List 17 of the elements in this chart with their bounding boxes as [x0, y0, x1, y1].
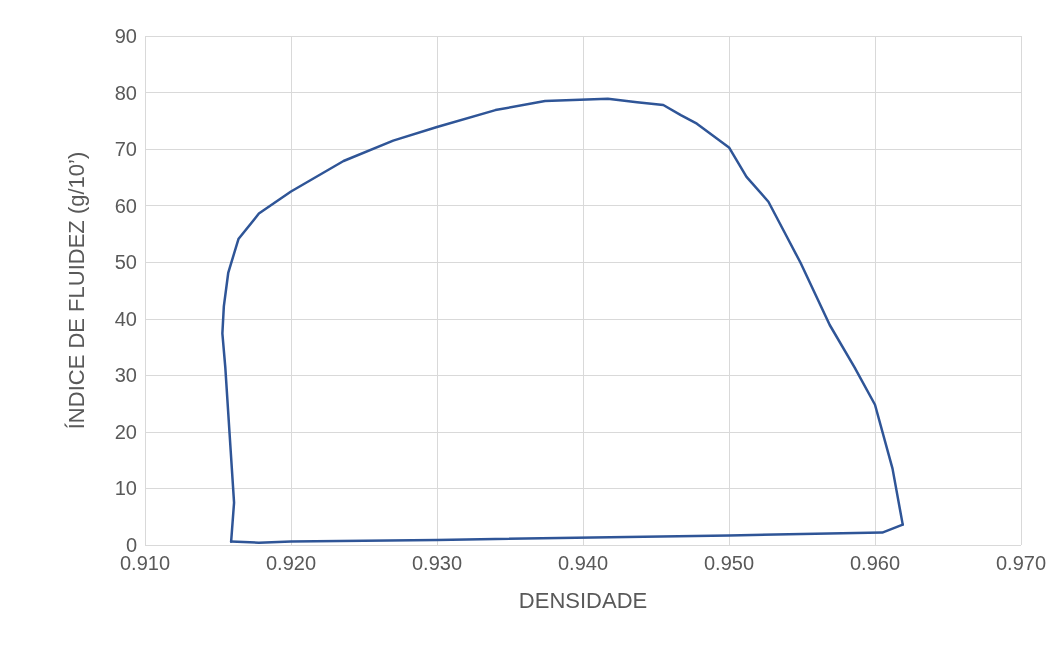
y-tick-label: 10	[114, 477, 137, 500]
y-tick-label: 30	[114, 364, 137, 387]
y-tick-label: 70	[114, 138, 137, 161]
x-tick-label: 0.970	[995, 552, 1047, 574]
y-tick-label: 20	[114, 420, 137, 443]
y-tick-label: 90	[114, 25, 137, 47]
x-tick-label: 0.940	[557, 552, 609, 574]
y-tick-label: 40	[114, 307, 137, 330]
x-axis-title: DENSIDADE	[518, 587, 648, 613]
x-tick-label: 0.920	[265, 552, 317, 574]
x-tick-label: 0.960	[849, 552, 901, 574]
y-tick-label: 50	[114, 251, 137, 274]
y-axis-title: ÍNDICE DE FLUIDEZ (g/10’)	[63, 151, 89, 430]
x-tick-label: 0.950	[703, 552, 755, 574]
y-tick-label: 80	[114, 81, 137, 104]
y-tick-label: 60	[114, 194, 137, 217]
x-tick-label: 0.930	[411, 552, 463, 574]
